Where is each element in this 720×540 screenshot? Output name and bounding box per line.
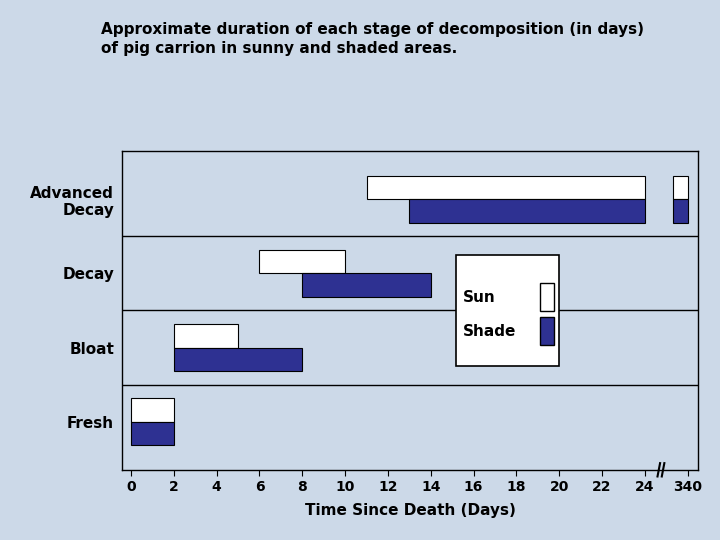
Text: Sun: Sun (463, 289, 495, 305)
Bar (540, 283, 554, 311)
Bar (672, 199, 688, 223)
Text: Shade: Shade (463, 324, 516, 339)
Bar (540, 317, 554, 345)
FancyBboxPatch shape (456, 255, 559, 366)
Bar (366, 176, 645, 199)
Bar (131, 398, 174, 422)
Bar (302, 273, 431, 297)
X-axis label: Time Since Death (Days): Time Since Death (Days) (305, 503, 516, 517)
Bar (410, 199, 645, 223)
Bar (259, 249, 345, 273)
Bar (174, 324, 238, 348)
Text: Approximate duration of each stage of decomposition (in days)
of pig carrion in : Approximate duration of each stage of de… (101, 22, 644, 56)
Bar (174, 348, 302, 372)
Bar (131, 422, 174, 446)
Bar (672, 176, 688, 199)
